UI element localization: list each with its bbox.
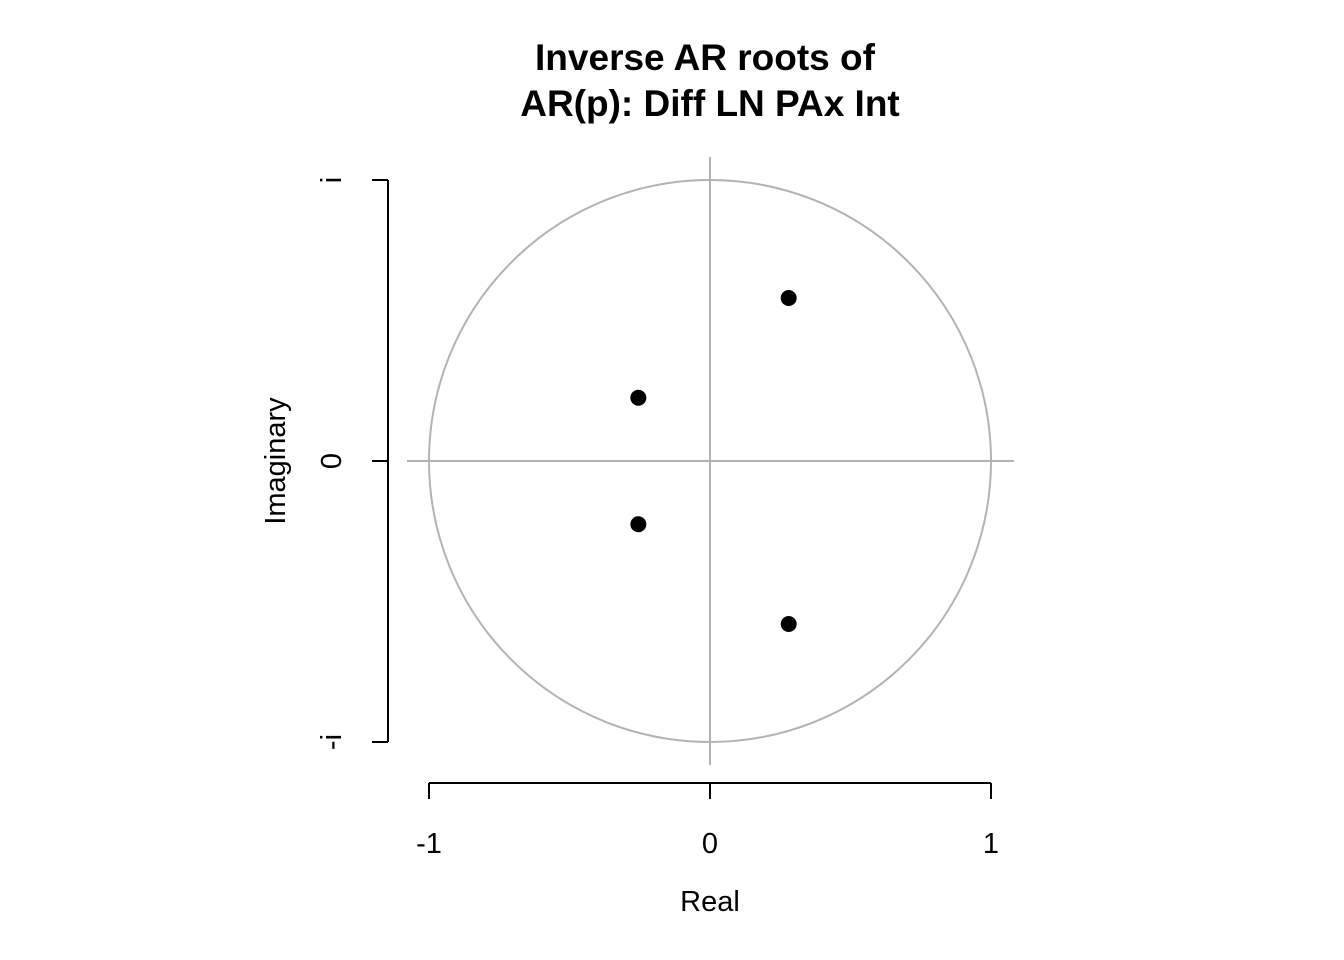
y-tick-label-0: -i [316, 734, 348, 750]
y-tick-label-2: i [316, 177, 348, 183]
y-axis-label: Imaginary [260, 397, 292, 525]
chart-title: Inverse AR roots of [535, 37, 876, 78]
x-axis-label: Real [680, 886, 740, 918]
root-point-0 [780, 290, 797, 307]
chart-subtitle: AR(p): Diff LN PAx Int [520, 83, 900, 124]
x-tick-label-0: -1 [416, 828, 442, 860]
axes-layer: -1 0 1 -i 0 i [316, 177, 999, 860]
root-point-1 [630, 389, 647, 406]
x-tick-label-1: 0 [702, 828, 718, 860]
root-point-3 [780, 615, 797, 632]
x-tick-label-2: 1 [983, 828, 999, 860]
reference-layer [407, 157, 1014, 765]
y-tick-label-1: 0 [316, 453, 348, 469]
root-point-2 [630, 516, 647, 533]
points-layer [630, 290, 797, 632]
